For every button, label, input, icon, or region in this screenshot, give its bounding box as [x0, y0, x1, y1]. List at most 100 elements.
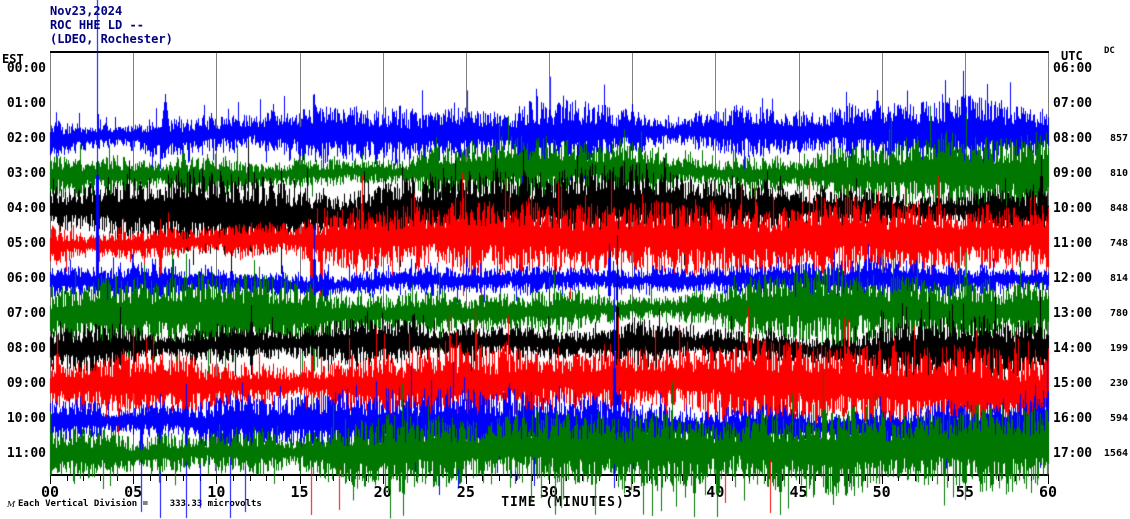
minute-tick-minor	[1014, 476, 1016, 481]
gridline	[299, 52, 301, 475]
est-time-label: 11:00	[6, 446, 46, 461]
utc-time-label: 14:00	[1053, 341, 1093, 356]
gridline	[133, 52, 135, 475]
minute-tick-minor	[765, 476, 767, 481]
minute-tick-minor	[948, 476, 950, 481]
minute-tick-minor	[415, 476, 417, 481]
minute-tick-minor	[1031, 476, 1033, 481]
minute-tick-minor	[116, 476, 118, 481]
minute-tick-minor	[499, 476, 501, 481]
minute-tick-minor	[449, 476, 451, 481]
minute-tick-minor	[66, 476, 68, 481]
title-date: Nov23,2024	[50, 4, 123, 18]
utc-time-label: 13:00	[1053, 306, 1093, 321]
est-time-label: 05:00	[6, 236, 46, 251]
minute-tick-label: 20	[373, 483, 392, 501]
minute-tick-minor	[183, 476, 185, 481]
minute-tick-minor	[665, 476, 667, 481]
minute-tick-minor	[865, 476, 867, 481]
minute-tick-minor	[399, 476, 401, 481]
gridline	[715, 52, 717, 475]
utc-time-label: 16:00	[1053, 411, 1093, 426]
dc-value: 1564	[1103, 448, 1128, 459]
est-time-label: 01:00	[6, 96, 46, 111]
minute-tick-label: 60	[1038, 483, 1058, 501]
est-time-label: 00:00	[6, 61, 46, 76]
est-time-label: 02:00	[6, 131, 46, 146]
minute-tick-minor	[565, 476, 567, 481]
minute-tick-minor	[648, 476, 650, 481]
minute-tick-minor	[432, 476, 434, 481]
dc-value: 814	[1109, 273, 1128, 284]
gridline	[1048, 52, 1049, 475]
minute-tick-minor	[99, 476, 101, 481]
dc-value: 810	[1109, 168, 1128, 179]
gridline	[382, 52, 384, 475]
dc-column-header: DC	[1104, 46, 1115, 56]
minute-tick-minor	[282, 476, 284, 481]
minute-tick-minor	[981, 476, 983, 481]
minute-tick-minor	[532, 476, 534, 481]
dc-value: 748	[1109, 238, 1128, 249]
minute-tick-label: 05	[124, 483, 143, 501]
minute-tick-minor	[332, 476, 334, 481]
minute-tick-minor	[698, 476, 700, 481]
minute-tick-minor	[482, 476, 484, 481]
gridline	[549, 52, 550, 475]
minute-tick-minor	[349, 476, 351, 481]
minute-tick-minor	[731, 476, 733, 481]
minute-tick-minor	[199, 476, 201, 481]
minute-tick-minor	[266, 476, 268, 481]
minute-tick-minor	[848, 476, 850, 481]
minute-tick-label: 25	[456, 483, 475, 501]
plot-top-border	[50, 51, 1049, 53]
minute-tick-label: 40	[706, 483, 725, 501]
gridline	[216, 52, 218, 475]
minute-tick-minor	[515, 476, 517, 481]
utc-time-label: 09:00	[1053, 166, 1093, 181]
minute-tick-minor	[682, 476, 684, 481]
utc-time-label: 15:00	[1053, 376, 1093, 391]
gridline	[50, 52, 51, 475]
dc-value: 199	[1109, 343, 1128, 354]
gridline	[881, 52, 883, 475]
minute-tick-minor	[166, 476, 168, 481]
minute-tick-minor	[232, 476, 234, 481]
dc-value: 848	[1109, 203, 1128, 214]
minute-tick-label: 00	[40, 483, 60, 501]
minute-tick-label: 55	[955, 483, 974, 501]
minute-tick-minor	[598, 476, 600, 481]
minute-tick-minor	[998, 476, 1000, 481]
est-time-label: 08:00	[6, 341, 46, 356]
utc-time-label: 07:00	[1053, 96, 1093, 111]
minute-tick-label: 10	[207, 483, 226, 501]
utc-time-label: 08:00	[1053, 131, 1093, 146]
utc-time-label: 11:00	[1053, 236, 1093, 251]
gridline	[798, 52, 800, 475]
utc-time-label: 10:00	[1053, 201, 1093, 216]
minute-tick-minor	[582, 476, 584, 481]
est-time-label: 10:00	[6, 411, 46, 426]
est-time-label: 07:00	[6, 306, 46, 321]
scale-footnote: Each Vertical Division = 333.33 microvol…	[18, 499, 262, 509]
utc-time-label: 17:00	[1053, 446, 1093, 461]
est-time-label: 09:00	[6, 376, 46, 391]
utc-time-label: 06:00	[1053, 61, 1093, 76]
minute-tick-minor	[249, 476, 251, 481]
x-axis-title: TIME (MINUTES)	[501, 495, 625, 510]
minute-tick-minor	[366, 476, 368, 481]
minute-tick-label: 50	[872, 483, 891, 501]
dc-value: 594	[1109, 413, 1128, 424]
est-time-label: 06:00	[6, 271, 46, 286]
est-time-label: 04:00	[6, 201, 46, 216]
minute-tick-minor	[914, 476, 916, 481]
minute-tick-minor	[898, 476, 900, 481]
minute-tick-minor	[316, 476, 318, 481]
minute-tick-minor	[149, 476, 151, 481]
gridline	[632, 52, 634, 475]
minute-tick-minor	[748, 476, 750, 481]
dc-value: 857	[1109, 133, 1128, 144]
minute-tick-label: 15	[290, 483, 309, 501]
